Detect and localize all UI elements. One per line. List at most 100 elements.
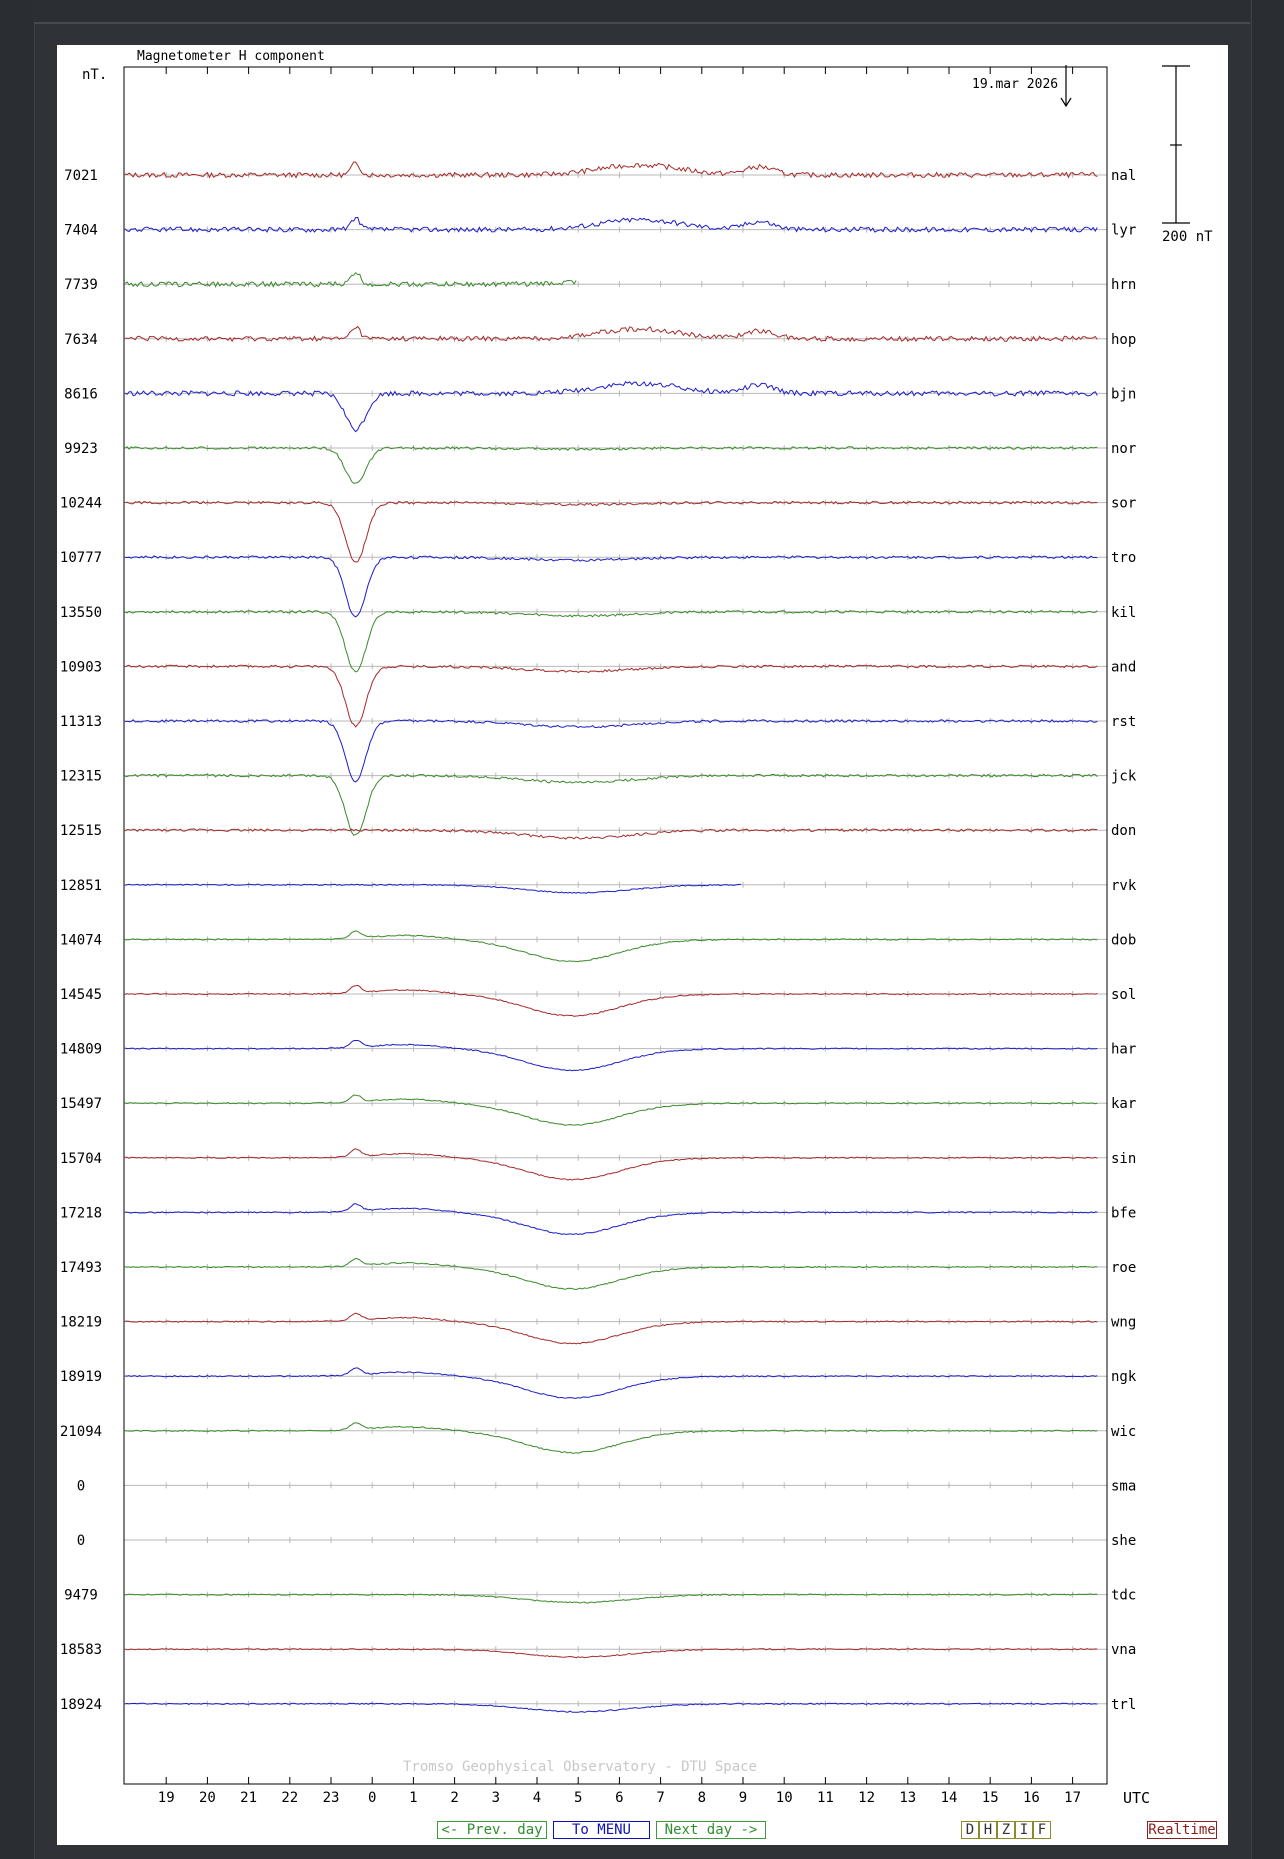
station-labels: 7021 nal 7404 lyr 7739 hrn 7634 hop 8616 bjn 9923 n… <box>60 168 1137 1713</box>
menu-button[interactable]: To MENU <box>553 1821 650 1839</box>
station-name-sma: sma <box>1111 1478 1136 1494</box>
baseline-value-vna: 18583 <box>60 1642 102 1658</box>
trace-vna <box>124 1648 1098 1659</box>
x-axis-ticks: 19 20 21 22 23 0 1 2 3 4 5 6 7 8 9 10 11 12 13 14 15 16 17 <box>158 67 1081 1806</box>
station-name-jck: jck <box>1111 769 1137 785</box>
trace-wic <box>124 1422 1098 1454</box>
x-tick-label: 7 <box>656 1790 664 1806</box>
x-tick-label: 12 <box>858 1790 875 1806</box>
x-tick-label: 8 <box>698 1790 706 1806</box>
prev-day-button[interactable]: <- Prev. day <box>437 1821 547 1839</box>
baseline-value-kar: 15497 <box>60 1096 102 1112</box>
station-name-dob: dob <box>1111 932 1136 948</box>
station-name-sol: sol <box>1111 987 1136 1003</box>
trace-har <box>124 1040 1098 1072</box>
trace-hrn <box>124 272 577 288</box>
baseline-value-lyr: 7404 <box>64 223 98 239</box>
station-name-lyr: lyr <box>1111 223 1136 239</box>
component-z-button[interactable]: Z <box>997 1821 1015 1839</box>
component-i-button[interactable]: I <box>1015 1821 1033 1839</box>
component-h-button[interactable]: H <box>979 1821 997 1839</box>
chart-title: Magnetometer H component <box>137 49 325 64</box>
trace-don <box>124 828 1098 840</box>
trace-ngk <box>124 1367 1098 1399</box>
station-name-rst: rst <box>1111 714 1136 730</box>
plot-panel <box>57 45 1228 1845</box>
unit-label: nT. <box>82 67 107 83</box>
baseline-value-rvk: 12851 <box>60 878 102 894</box>
station-name-hop: hop <box>1111 332 1136 348</box>
station-name-wic: wic <box>1111 1424 1136 1440</box>
x-tick-label: 13 <box>899 1790 916 1806</box>
station-name-bfe: bfe <box>1111 1205 1136 1221</box>
trace-sin <box>125 1148 1098 1181</box>
baseline-value-nor: 9923 <box>64 441 98 457</box>
baseline-value-she: 0 <box>77 1533 85 1549</box>
baseline-value-rst: 11313 <box>60 714 102 730</box>
trace-sor <box>124 500 1098 563</box>
station-name-and: and <box>1111 659 1136 675</box>
baseline-value-ngk: 18919 <box>60 1369 102 1385</box>
station-name-don: don <box>1111 823 1136 839</box>
baseline-value-tro: 10777 <box>60 550 102 566</box>
baseline-value-sma: 0 <box>77 1478 85 1494</box>
trace-rst <box>124 719 1098 783</box>
trace-dob <box>124 930 1098 963</box>
x-tick-label: 21 <box>240 1790 257 1806</box>
watermark: Tromso Geophysical Observatory - DTU Spa… <box>403 1759 757 1775</box>
station-name-roe: roe <box>1111 1260 1136 1276</box>
trace-roe <box>124 1257 1098 1290</box>
x-tick-label: 6 <box>615 1790 623 1806</box>
baseline-value-nal: 7021 <box>64 168 98 184</box>
baseline-value-tdc: 9479 <box>64 1588 98 1604</box>
next-day-button[interactable]: Next day -> <box>656 1821 766 1839</box>
baseline-value-sor: 10244 <box>60 496 102 512</box>
trace-rvk <box>124 883 741 894</box>
x-tick-label: 10 <box>776 1790 793 1806</box>
station-name-kil: kil <box>1111 605 1136 621</box>
trace-jck <box>124 773 1098 836</box>
component-f-button[interactable]: F <box>1033 1821 1051 1839</box>
x-tick-label: 9 <box>739 1790 747 1806</box>
trace-sol <box>124 984 1098 1017</box>
station-name-sin: sin <box>1111 1151 1136 1167</box>
trace-bjn <box>124 380 1098 433</box>
baseline-value-trl: 18924 <box>60 1697 102 1713</box>
plot-border <box>123 66 1108 1785</box>
x-tick-label: 14 <box>941 1790 958 1806</box>
date-label: 19.mar 2026 <box>972 77 1058 92</box>
trace-nal <box>124 161 1098 179</box>
station-name-bjn: bjn <box>1111 386 1136 402</box>
trace-kar <box>124 1094 1098 1126</box>
x-tick-label: 16 <box>1023 1790 1040 1806</box>
baseline-value-and: 10903 <box>60 659 102 675</box>
trace-trl <box>124 1702 1098 1713</box>
station-name-tro: tro <box>1111 550 1136 566</box>
station-name-rvk: rvk <box>1111 878 1137 894</box>
baseline-value-sin: 15704 <box>60 1151 102 1167</box>
trace-tdc <box>124 1593 1098 1604</box>
date-marker-arrow <box>1060 65 1072 108</box>
realtime-button[interactable]: Realtime <box>1147 1821 1217 1839</box>
trace-bfe <box>124 1203 1098 1236</box>
station-name-nal: nal <box>1111 168 1136 184</box>
station-name-hrn: hrn <box>1111 277 1136 293</box>
station-name-nor: nor <box>1111 441 1136 457</box>
station-name-wng: wng <box>1111 1315 1136 1331</box>
baseline-value-dob: 14074 <box>60 932 102 948</box>
station-name-tdc: tdc <box>1111 1588 1136 1604</box>
baseline-value-kil: 13550 <box>60 605 102 621</box>
baseline-value-hrn: 7739 <box>64 277 98 293</box>
x-tick-label: 1 <box>409 1790 417 1806</box>
baseline-value-roe: 17493 <box>60 1260 102 1276</box>
x-tick-label: 22 <box>281 1790 298 1806</box>
scale-label: 200 nT <box>1162 229 1213 245</box>
trace-hop <box>124 325 1098 343</box>
trace-tro <box>124 555 1098 618</box>
baseline-value-jck: 12315 <box>60 769 102 785</box>
station-name-ngk: ngk <box>1111 1369 1137 1385</box>
baseline-value-har: 14809 <box>60 1042 102 1058</box>
station-name-trl: trl <box>1111 1697 1136 1713</box>
x-tick-label: 0 <box>368 1790 376 1806</box>
component-d-button[interactable]: D <box>961 1821 979 1839</box>
